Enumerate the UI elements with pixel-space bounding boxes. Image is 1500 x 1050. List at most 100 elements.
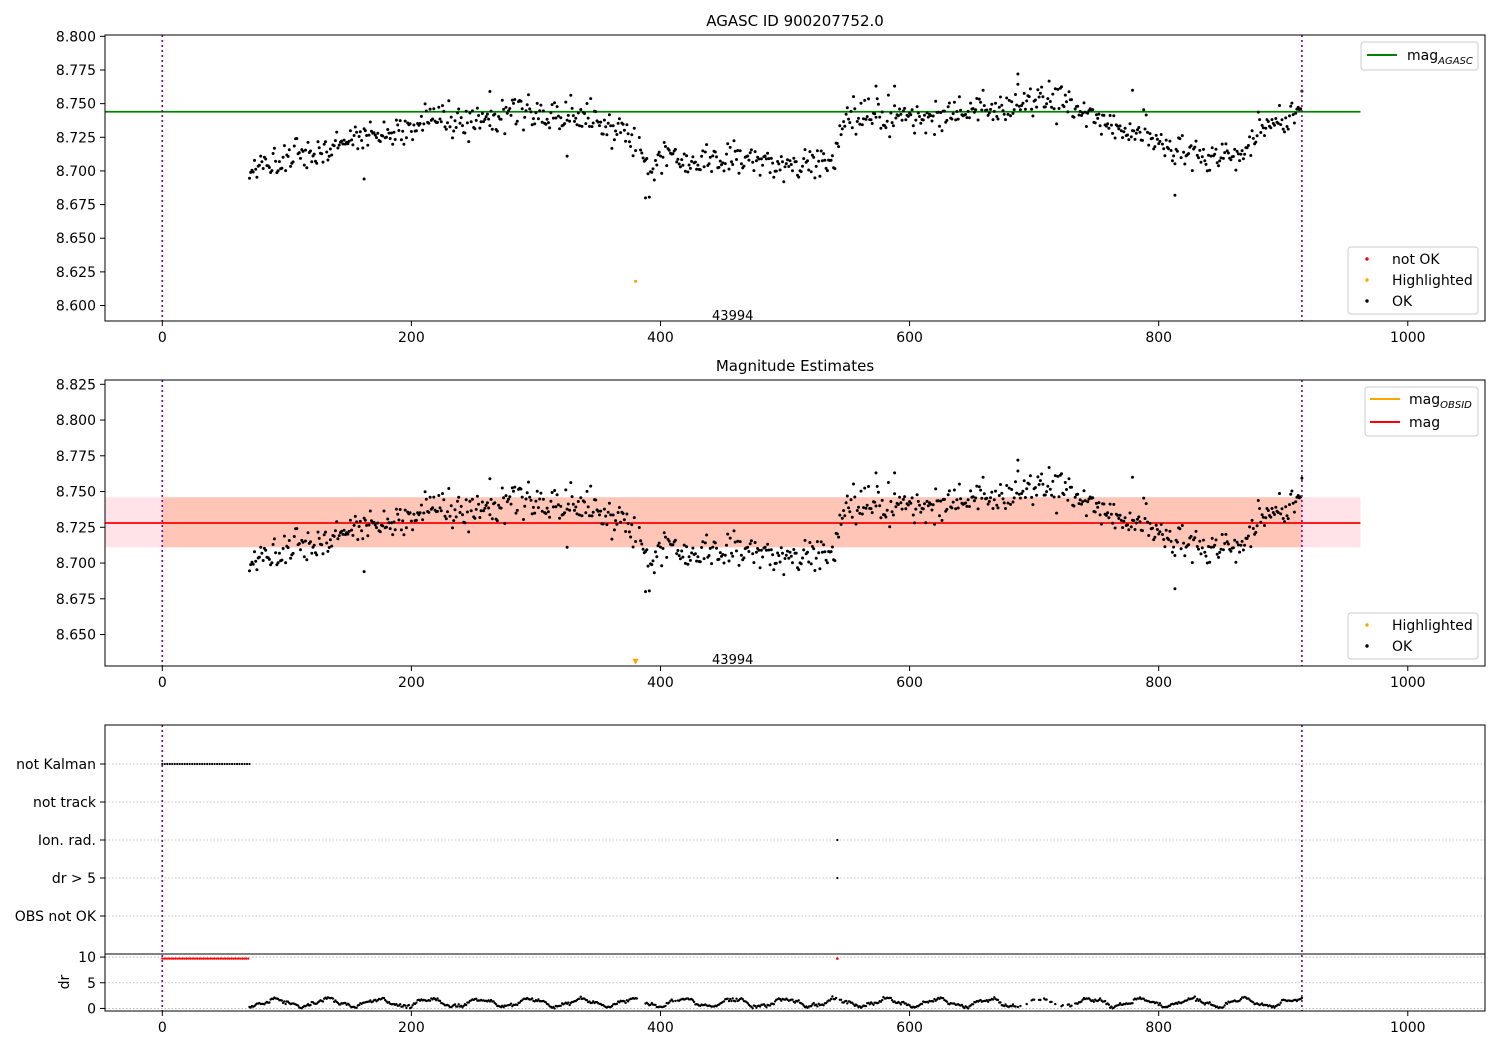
ok-point [463, 131, 467, 135]
ok-point [1209, 545, 1213, 549]
ok-point [1296, 105, 1300, 109]
ok-point [326, 549, 330, 553]
ok-point [1002, 501, 1006, 505]
ok-point [467, 140, 471, 144]
ok-point [767, 548, 771, 552]
ok-point [722, 169, 726, 173]
dr-point [812, 1001, 815, 1005]
ok-point [925, 499, 929, 503]
ok-point [378, 530, 382, 534]
ok-point [1006, 112, 1010, 116]
ok-point [414, 129, 418, 133]
ok-point [1067, 90, 1071, 94]
ok-point [688, 166, 692, 170]
ok-point [757, 548, 761, 552]
dr-point [355, 1006, 358, 1009]
ok-point [1138, 520, 1142, 524]
ok-point [799, 170, 803, 174]
ok-point [752, 561, 756, 565]
ok-point [553, 101, 557, 105]
ok-point [458, 511, 462, 514]
ok-point [487, 117, 491, 121]
ok-point [1163, 545, 1167, 549]
ok-point [528, 495, 532, 499]
ok-point [332, 534, 336, 538]
ok-point [305, 558, 309, 562]
ok-point [515, 508, 519, 512]
ok-point [261, 167, 265, 170]
ok-point [1021, 489, 1025, 493]
ok-point [845, 494, 849, 498]
ok-point [1066, 110, 1070, 114]
ok-point [967, 505, 971, 508]
ok-point [1043, 493, 1047, 497]
ok-point [554, 116, 558, 120]
ok-point [639, 539, 643, 543]
ok-point [849, 109, 853, 113]
ok-point [1263, 524, 1266, 527]
dr-point [467, 1001, 470, 1004]
ok-point [779, 546, 783, 550]
y-tick-label: 8.725 [56, 130, 96, 146]
ok-point [340, 529, 344, 533]
ok-point [1016, 82, 1020, 86]
ok-point [387, 521, 391, 525]
ok-point [1218, 550, 1222, 554]
dr-point [971, 1003, 975, 1006]
legend-not-ok-label: not OK [1392, 252, 1440, 268]
ok-point [742, 556, 746, 560]
ok-point [747, 158, 751, 162]
ok-point [675, 552, 679, 556]
ok-point [530, 512, 534, 516]
ok-point [876, 490, 880, 494]
ok-point [682, 543, 686, 547]
ok-point [860, 123, 864, 127]
ok-point [559, 116, 563, 120]
ok-point [972, 499, 976, 503]
ok-point [1004, 118, 1007, 122]
ok-point [997, 105, 1001, 109]
ok-point [1226, 542, 1230, 546]
ok-point [564, 488, 568, 492]
dr-point [1070, 1004, 1073, 1007]
dr-capped-point [181, 957, 184, 960]
ok-point [661, 547, 665, 550]
ok-point [1193, 145, 1197, 149]
ok-point [975, 97, 979, 100]
ok-point [957, 95, 961, 99]
ok-point [1255, 134, 1259, 138]
ok-point [867, 97, 870, 101]
ok-point [884, 515, 888, 519]
ok-point [565, 545, 569, 549]
ok-point [398, 508, 402, 511]
ok-point [676, 549, 680, 552]
ok-point [746, 545, 750, 549]
ok-point [662, 531, 666, 535]
ok-point [713, 541, 717, 545]
ok-point [667, 539, 671, 543]
ok-point [474, 507, 478, 511]
ok-point [393, 138, 397, 141]
ok-point [747, 550, 751, 553]
ok-point [1300, 476, 1304, 480]
ok-point [248, 176, 251, 180]
ok-point [573, 119, 576, 123]
ok-point [1062, 493, 1066, 497]
ok-point [767, 157, 771, 161]
flag-point [238, 762, 241, 766]
ok-point [923, 502, 926, 506]
ok-point [886, 481, 890, 484]
ok-point [480, 500, 484, 504]
ok-point [315, 553, 319, 557]
ok-point [801, 556, 804, 560]
ok-point [1263, 134, 1266, 138]
ok-point [840, 127, 844, 131]
flag-row-label: dr > 5 [52, 871, 96, 887]
ok-point [538, 497, 542, 501]
flag-point [166, 762, 169, 766]
ok-point [969, 489, 973, 493]
ok-point [1000, 103, 1004, 107]
ok-point [392, 130, 396, 134]
ok-point [510, 98, 514, 102]
